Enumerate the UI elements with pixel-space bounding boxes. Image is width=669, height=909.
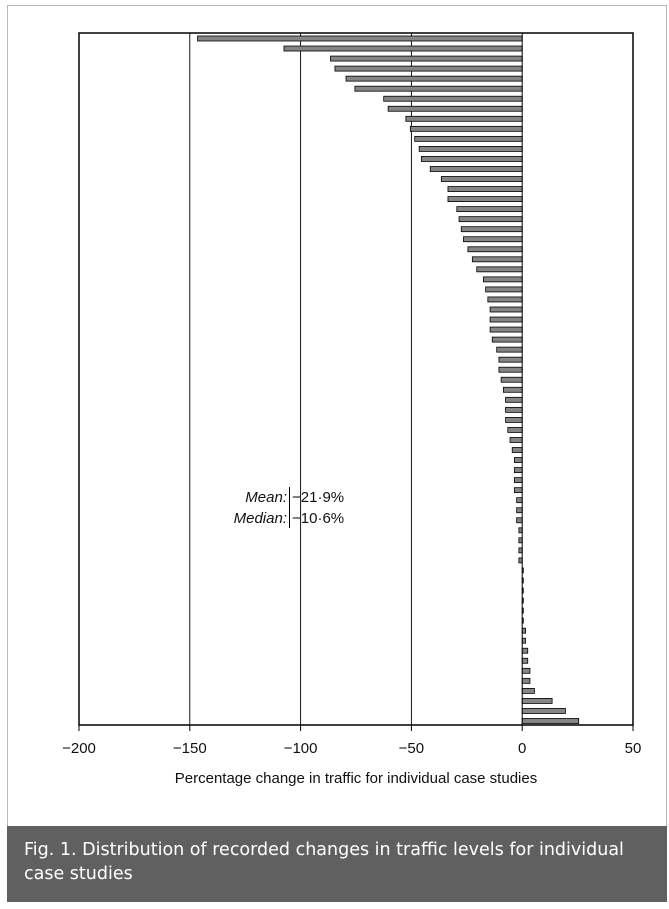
bar (283, 45, 523, 52)
x-tick-label: −150 (173, 740, 207, 757)
bar (387, 105, 523, 112)
bar (471, 256, 523, 263)
plot-area (79, 33, 633, 725)
bar (354, 85, 523, 92)
bar (521, 677, 531, 684)
bar (521, 708, 566, 714)
bar (383, 95, 523, 102)
x-axis-tick-labels: −200 −150 −100 −50 0 50 (62, 740, 641, 757)
bar (460, 226, 523, 233)
x-axis-title: Percentage change in traffic for individ… (175, 770, 537, 787)
bar (511, 447, 523, 453)
bar (409, 125, 523, 132)
mean-label: Mean: (245, 489, 287, 506)
bar (516, 517, 523, 524)
bar (509, 437, 523, 443)
bar (507, 427, 523, 433)
bar (502, 386, 523, 393)
bar (521, 698, 553, 704)
bar (489, 326, 523, 333)
x-tick-label: −200 (62, 740, 96, 757)
bar (487, 296, 523, 303)
bar (414, 135, 523, 142)
x-tick-label: 0 (518, 740, 526, 757)
figure-caption: Fig. 1. Distribution of recorded changes… (24, 840, 624, 884)
figure-caption-bar: Fig. 1. Distribution of recorded changes… (7, 826, 667, 902)
x-tick-label: −50 (399, 740, 424, 757)
bar (429, 166, 523, 172)
bar (505, 396, 523, 403)
bar (489, 316, 523, 323)
bar (489, 306, 523, 313)
bar (458, 216, 523, 223)
bar (496, 346, 523, 353)
bar (483, 276, 523, 283)
median-value: −10·6% (292, 510, 344, 527)
bar (197, 35, 523, 42)
bar (514, 467, 523, 473)
bar (505, 406, 523, 413)
bar (345, 75, 523, 82)
x-tick-label: 50 (625, 740, 642, 757)
bar (447, 186, 523, 192)
bar (447, 196, 523, 202)
plot-frame (78, 32, 634, 726)
bar (498, 356, 523, 363)
bar (500, 376, 523, 383)
bar (498, 366, 523, 373)
bar (405, 115, 523, 122)
bar (463, 236, 523, 243)
bar (467, 246, 523, 253)
mean-value: −21·9% (292, 489, 344, 506)
bar (516, 497, 523, 504)
bar (521, 718, 580, 724)
bar (485, 286, 523, 293)
x-axis-ticks (78, 725, 634, 731)
bar (521, 687, 535, 694)
bar (514, 487, 523, 494)
bar (505, 416, 523, 423)
bar (491, 336, 523, 343)
bar (521, 647, 529, 654)
bar (334, 65, 523, 72)
bars (197, 35, 580, 724)
bar (521, 667, 531, 674)
bar (330, 55, 523, 62)
bar (440, 176, 523, 182)
bar (456, 206, 523, 213)
x-tick-label: −100 (284, 740, 318, 757)
bar (514, 477, 523, 484)
median-label: Median: (234, 510, 287, 527)
bar (521, 657, 529, 664)
bar (516, 507, 523, 514)
bar (476, 266, 523, 273)
bar (418, 146, 523, 152)
gridlines (189, 33, 412, 725)
bar (420, 156, 523, 162)
bar (514, 457, 523, 463)
